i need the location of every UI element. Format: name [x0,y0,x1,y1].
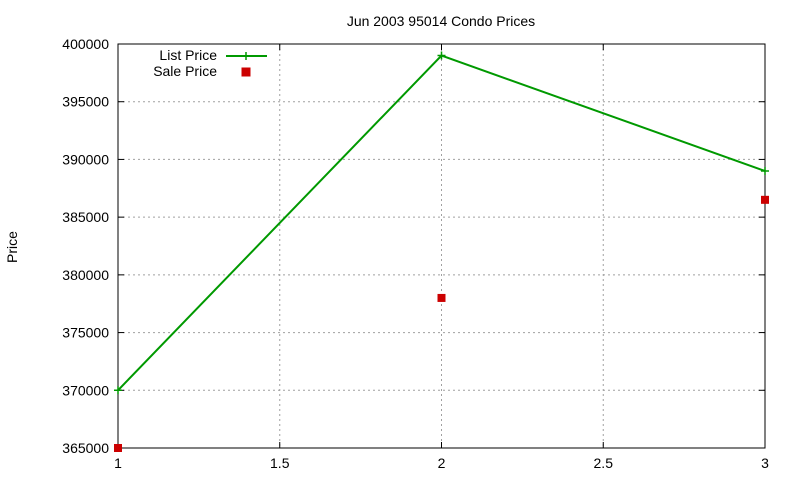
x-tick-label: 2 [438,455,446,471]
plot-border [117,43,766,449]
x-tick-label: 1.5 [270,455,290,471]
series-list-price [114,51,769,395]
chart-title: Jun 2003 95014 Condo Prices [347,13,535,29]
y-tick-label: 370000 [62,382,109,398]
y-tick-label: 380000 [62,267,109,283]
legend-marker-list-price [242,52,250,60]
data-point-sale-price [114,444,122,452]
legend-label-list-price: List Price [159,47,217,63]
data-point-sale-price [437,293,446,302]
legend-item-list-price: List Price [159,47,267,63]
x-axis-ticks: 1 1.5 2 2.5 3 [114,44,769,471]
series-layer [114,51,769,452]
y-tick-label: 400000 [62,36,109,52]
y-tick-label: 395000 [62,94,109,110]
legend-marker-sale-price [241,67,251,77]
data-point-list-price [761,166,769,175]
x-tick-label: 2.5 [594,455,614,471]
data-point-list-price [114,386,122,395]
legend-label-sale-price: Sale Price [153,63,217,79]
data-point-list-price [437,51,446,60]
y-axis-label: Price [4,231,20,263]
legend-item-sale-price: Sale Price [153,63,251,79]
y-tick-label: 375000 [62,325,109,341]
series-sale-price [114,195,769,452]
grid [118,44,765,448]
y-axis-ticks: 365000 370000 375000 380000 385000 390000 3950… [62,36,765,456]
x-tick-label: 1 [114,455,122,471]
data-point-sale-price [761,195,769,204]
legend: List Price Sale Price [153,47,267,79]
y-tick-label: 385000 [62,209,109,225]
y-tick-label: 390000 [62,151,109,167]
y-tick-label: 365000 [62,440,109,456]
x-tick-label: 3 [761,455,769,471]
